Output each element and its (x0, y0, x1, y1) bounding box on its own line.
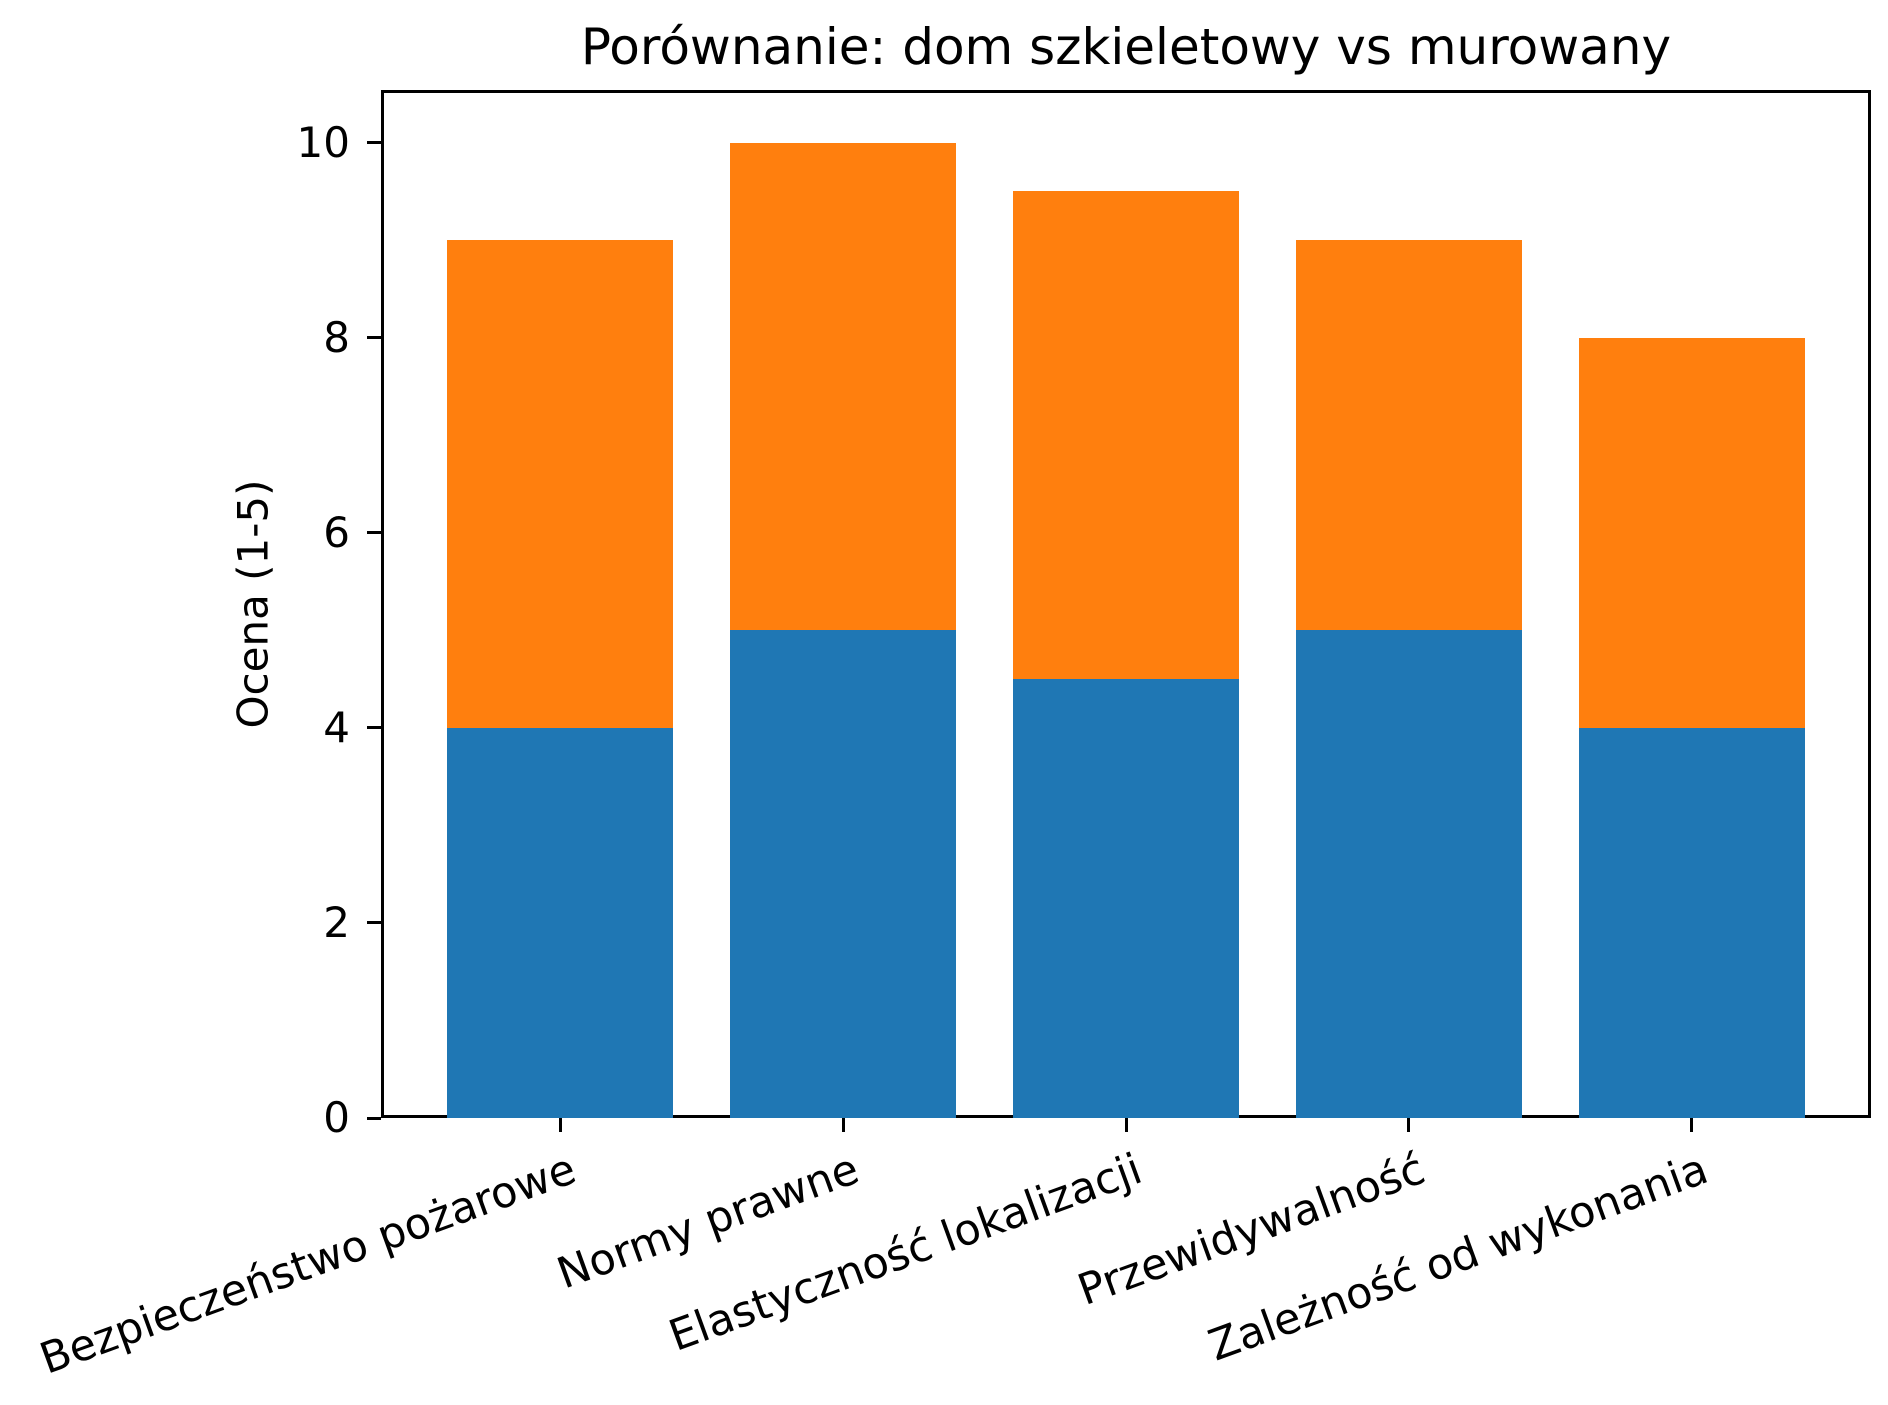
bars-layer (384, 93, 1868, 1118)
y-tick-mark-8 (367, 336, 381, 340)
x-tick-label-2: Elastyczność lokalizacji (662, 1144, 1149, 1362)
bar-segment-top-2 (1012, 191, 1240, 680)
bar-segment-bottom-4 (1578, 727, 1806, 1118)
y-tick-label-10: 10 (296, 117, 350, 167)
x-tick-mark-2 (1124, 1118, 1128, 1132)
x-tick-mark-4 (1690, 1118, 1694, 1132)
bar-segment-top-1 (729, 142, 957, 631)
x-tick-mark-3 (1407, 1118, 1411, 1132)
bar-segment-bottom-2 (1012, 679, 1240, 1118)
plot-area (381, 90, 1871, 1118)
y-tick-mark-10 (367, 141, 381, 145)
y-tick-mark-0 (367, 1116, 381, 1120)
bar-segment-bottom-0 (446, 727, 674, 1118)
x-tick-label-4: Zależność od wykonania (1202, 1144, 1715, 1372)
y-tick-label-4: 4 (323, 702, 350, 752)
bar-segment-top-4 (1578, 337, 1806, 728)
y-tick-mark-2 (367, 921, 381, 925)
chart-title: Porównanie: dom szkieletowy vs murowany (580, 18, 1672, 76)
bar-segment-top-0 (446, 240, 674, 728)
x-tick-label-0: Bezpieczeństwo pożarowe (33, 1144, 583, 1385)
y-tick-label-0: 0 (323, 1093, 350, 1142)
bar-segment-top-3 (1295, 240, 1523, 631)
x-tick-mark-1 (841, 1118, 845, 1132)
y-tick-label-2: 2 (323, 897, 350, 947)
y-tick-mark-4 (367, 726, 381, 730)
y-tick-mark-6 (367, 531, 381, 535)
bar-segment-bottom-1 (729, 630, 957, 1118)
x-tick-mark-0 (558, 1118, 562, 1132)
bar-segment-bottom-3 (1295, 630, 1523, 1118)
y-tick-label-8: 8 (323, 312, 350, 362)
y-tick-label-6: 6 (323, 507, 350, 557)
